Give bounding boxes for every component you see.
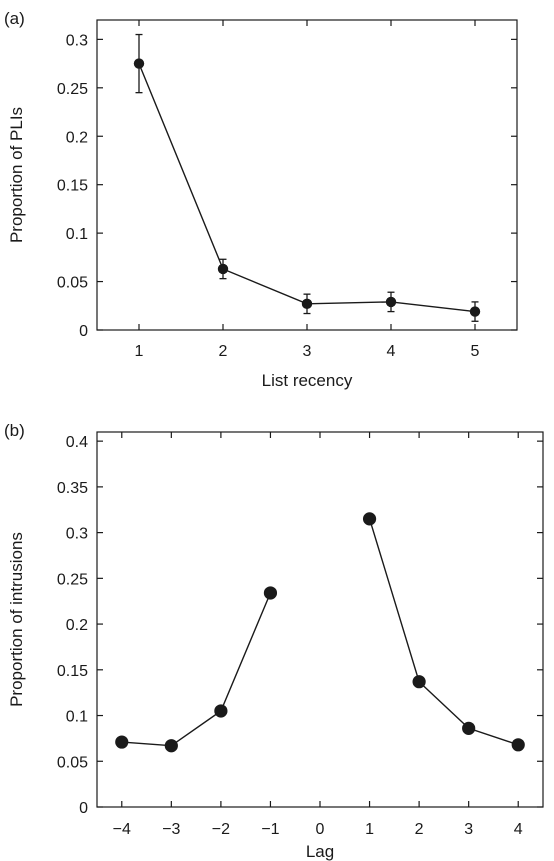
y-tick-label: 0.35 bbox=[57, 480, 88, 497]
y-tick-label: 0.3 bbox=[66, 32, 88, 49]
x-tick-label: 2 bbox=[415, 821, 424, 838]
x-tick-label: −2 bbox=[212, 821, 230, 838]
panel-label: (b) bbox=[4, 421, 25, 440]
x-tick-label: 5 bbox=[471, 343, 480, 360]
y-tick-label: 0.05 bbox=[57, 754, 88, 771]
x-tick-label: 3 bbox=[303, 343, 312, 360]
plot-frame bbox=[96, 19, 518, 331]
data-point bbox=[511, 738, 525, 752]
y-tick-label: 0.3 bbox=[66, 526, 88, 543]
y-tick-label: 0.15 bbox=[57, 663, 88, 680]
x-axis-label: Lag bbox=[306, 842, 334, 861]
y-tick-label: 0.1 bbox=[66, 709, 88, 726]
panel-label: (a) bbox=[4, 9, 25, 28]
data-point bbox=[385, 296, 397, 308]
x-tick-label: 4 bbox=[387, 343, 396, 360]
x-tick-label: 4 bbox=[514, 821, 523, 838]
x-tick-label: −1 bbox=[261, 821, 279, 838]
y-tick-label: 0 bbox=[79, 800, 88, 817]
data-point bbox=[217, 263, 229, 275]
y-tick-label: 0.2 bbox=[66, 617, 88, 634]
data-point bbox=[164, 739, 178, 753]
y-tick-label: 0.05 bbox=[57, 275, 88, 292]
plot-frame bbox=[96, 431, 544, 808]
y-tick-label: 0.25 bbox=[57, 571, 88, 588]
data-point bbox=[412, 675, 426, 689]
chart-panel-b: (b) 0 0.05 0.1 0.15 0.2 0.25 0.3 0.35 0.4 −4 −3 −2 −1… bbox=[4, 421, 544, 861]
data-point bbox=[462, 721, 476, 735]
x-axis-label: List recency bbox=[262, 371, 353, 390]
data-point bbox=[362, 512, 377, 526]
y-tick-label: 0.1 bbox=[66, 226, 88, 243]
x-tick-label: −3 bbox=[162, 821, 180, 838]
series-line bbox=[138, 63, 476, 313]
x-tick-label: 0 bbox=[316, 821, 325, 838]
y-axis-label: Proportion of intrusions bbox=[7, 532, 26, 707]
y-tick-label: 0.2 bbox=[66, 129, 88, 146]
x-tick-label: 1 bbox=[365, 821, 374, 838]
y-tick-label: 0.4 bbox=[66, 434, 88, 451]
x-tick-label: 2 bbox=[219, 343, 228, 360]
data-point bbox=[133, 58, 145, 69]
y-tick-label: 0.25 bbox=[57, 81, 88, 98]
series-line bbox=[368, 518, 519, 746]
y-axis-label: Proportion of PLIs bbox=[7, 107, 26, 243]
data-point bbox=[115, 735, 129, 749]
data-point bbox=[214, 704, 228, 718]
data-point bbox=[469, 306, 481, 317]
y-tick-label: 0 bbox=[79, 323, 88, 340]
series-line bbox=[121, 592, 272, 747]
chart-panel-a: (a) 0 0.05 0.1 0.15 0.2 0.25 0.3 1 2 3 4 5 List recen… bbox=[4, 9, 518, 390]
x-tick-label: 1 bbox=[135, 343, 144, 360]
data-point bbox=[263, 586, 278, 600]
y-tick-label: 0.15 bbox=[57, 178, 88, 195]
x-tick-label: −4 bbox=[113, 821, 131, 838]
data-point bbox=[301, 298, 313, 310]
x-tick-label: 3 bbox=[464, 821, 473, 838]
